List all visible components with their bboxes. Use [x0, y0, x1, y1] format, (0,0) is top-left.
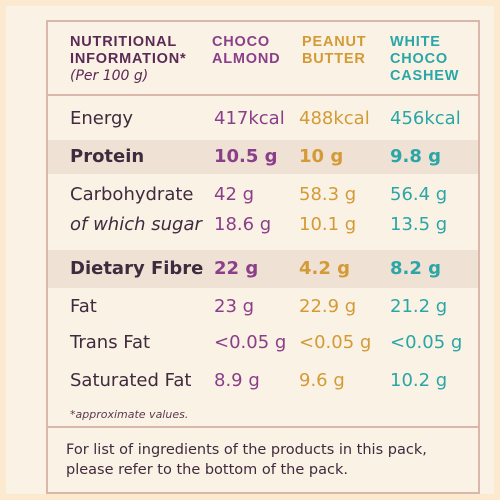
table-row-dietary-fibre: Dietary Fibre 22 g 4.2 g 8.2 g: [48, 254, 478, 284]
value-white-choco-cashew: <0.05 g: [390, 332, 463, 353]
value-peanut-butter: 10.1 g: [299, 214, 357, 235]
column-header-peanut-butter-line1: PEANUT: [302, 34, 367, 50]
approximate-values-note: *approximate values.: [70, 408, 189, 421]
row-label: Protein: [70, 146, 145, 167]
row-label: of which sugar: [70, 214, 202, 235]
table-title-line1: NUTRITIONAL: [70, 34, 178, 50]
column-header-white-choco-cashew-line3: CASHEW: [390, 68, 460, 84]
row-label: Trans Fat: [70, 332, 151, 353]
value-peanut-butter: 22.9 g: [299, 296, 357, 317]
value-peanut-butter: 58.3 g: [299, 184, 357, 205]
value-peanut-butter: <0.05 g: [299, 332, 372, 353]
value-peanut-butter: 9.6 g: [299, 370, 345, 391]
table-subtitle: (Per 100 g): [70, 68, 149, 84]
row-label: Fat: [70, 296, 97, 317]
column-header-peanut-butter: PEANUT BUTTER: [302, 34, 366, 68]
column-header-white-choco-cashew-line1: WHITE: [390, 34, 441, 50]
value-choco-almond: 8.9 g: [214, 370, 260, 391]
table-row-trans-fat: Trans Fat <0.05 g <0.05 g <0.05 g: [48, 328, 478, 358]
value-white-choco-cashew: 21.2 g: [390, 296, 448, 317]
row-label: Dietary Fibre: [70, 258, 204, 279]
row-label: Saturated Fat: [70, 370, 192, 391]
value-choco-almond: 42 g: [214, 184, 255, 205]
value-choco-almond: 23 g: [214, 296, 255, 317]
table-title: NUTRITIONAL INFORMATION*: [70, 34, 186, 68]
ingredients-note: For list of ingredients of the products …: [66, 442, 427, 478]
row-label: Energy: [70, 108, 134, 129]
value-white-choco-cashew: 13.5 g: [390, 214, 448, 235]
value-white-choco-cashew: 10.2 g: [390, 370, 448, 391]
value-choco-almond: 22 g: [214, 258, 259, 279]
table-row-energy: Energy 417kcal 488kcal 456kcal: [48, 104, 478, 134]
value-peanut-butter: 4.2 g: [299, 258, 351, 279]
table-row-saturated-fat: Saturated Fat 8.9 g 9.6 g 10.2 g: [48, 366, 478, 396]
table-row-protein: Protein 10.5 g 10 g 9.8 g: [48, 142, 478, 172]
footer-box: For list of ingredients of the products …: [46, 428, 480, 494]
table-row-sugar: of which sugar 18.6 g 10.1 g 13.5 g: [48, 210, 478, 240]
table-title-line2: INFORMATION*: [70, 51, 187, 67]
value-choco-almond: <0.05 g: [214, 332, 287, 353]
value-peanut-butter: 10 g: [299, 146, 344, 167]
row-label: Carbohydrate: [70, 184, 194, 205]
highlight-band: [48, 250, 478, 288]
value-choco-almond: 10.5 g: [214, 146, 278, 167]
value-choco-almond: 417kcal: [214, 108, 285, 129]
value-white-choco-cashew: 456kcal: [390, 108, 461, 129]
nutrition-table: NUTRITIONAL INFORMATION* (Per 100 g) CHO…: [46, 20, 480, 428]
value-choco-almond: 18.6 g: [214, 214, 272, 235]
value-white-choco-cashew: 9.8 g: [390, 146, 442, 167]
highlight-band: [48, 140, 478, 174]
column-header-choco-almond-line1: CHOCO: [212, 34, 270, 50]
table-row-fat: Fat 23 g 22.9 g 21.2 g: [48, 292, 478, 322]
column-header-white-choco-cashew-line2: CHOCO: [390, 51, 448, 67]
column-header-choco-almond: CHOCO ALMOND: [212, 34, 280, 68]
table-row-carbohydrate: Carbohydrate 42 g 58.3 g 56.4 g: [48, 180, 478, 210]
column-header-white-choco-cashew: WHITE CHOCO CASHEW: [390, 34, 459, 85]
value-peanut-butter: 488kcal: [299, 108, 370, 129]
divider: [48, 94, 478, 96]
value-white-choco-cashew: 8.2 g: [390, 258, 442, 279]
column-header-peanut-butter-line2: BUTTER: [302, 51, 366, 67]
column-header-choco-almond-line2: ALMOND: [212, 51, 281, 67]
value-white-choco-cashew: 56.4 g: [390, 184, 448, 205]
